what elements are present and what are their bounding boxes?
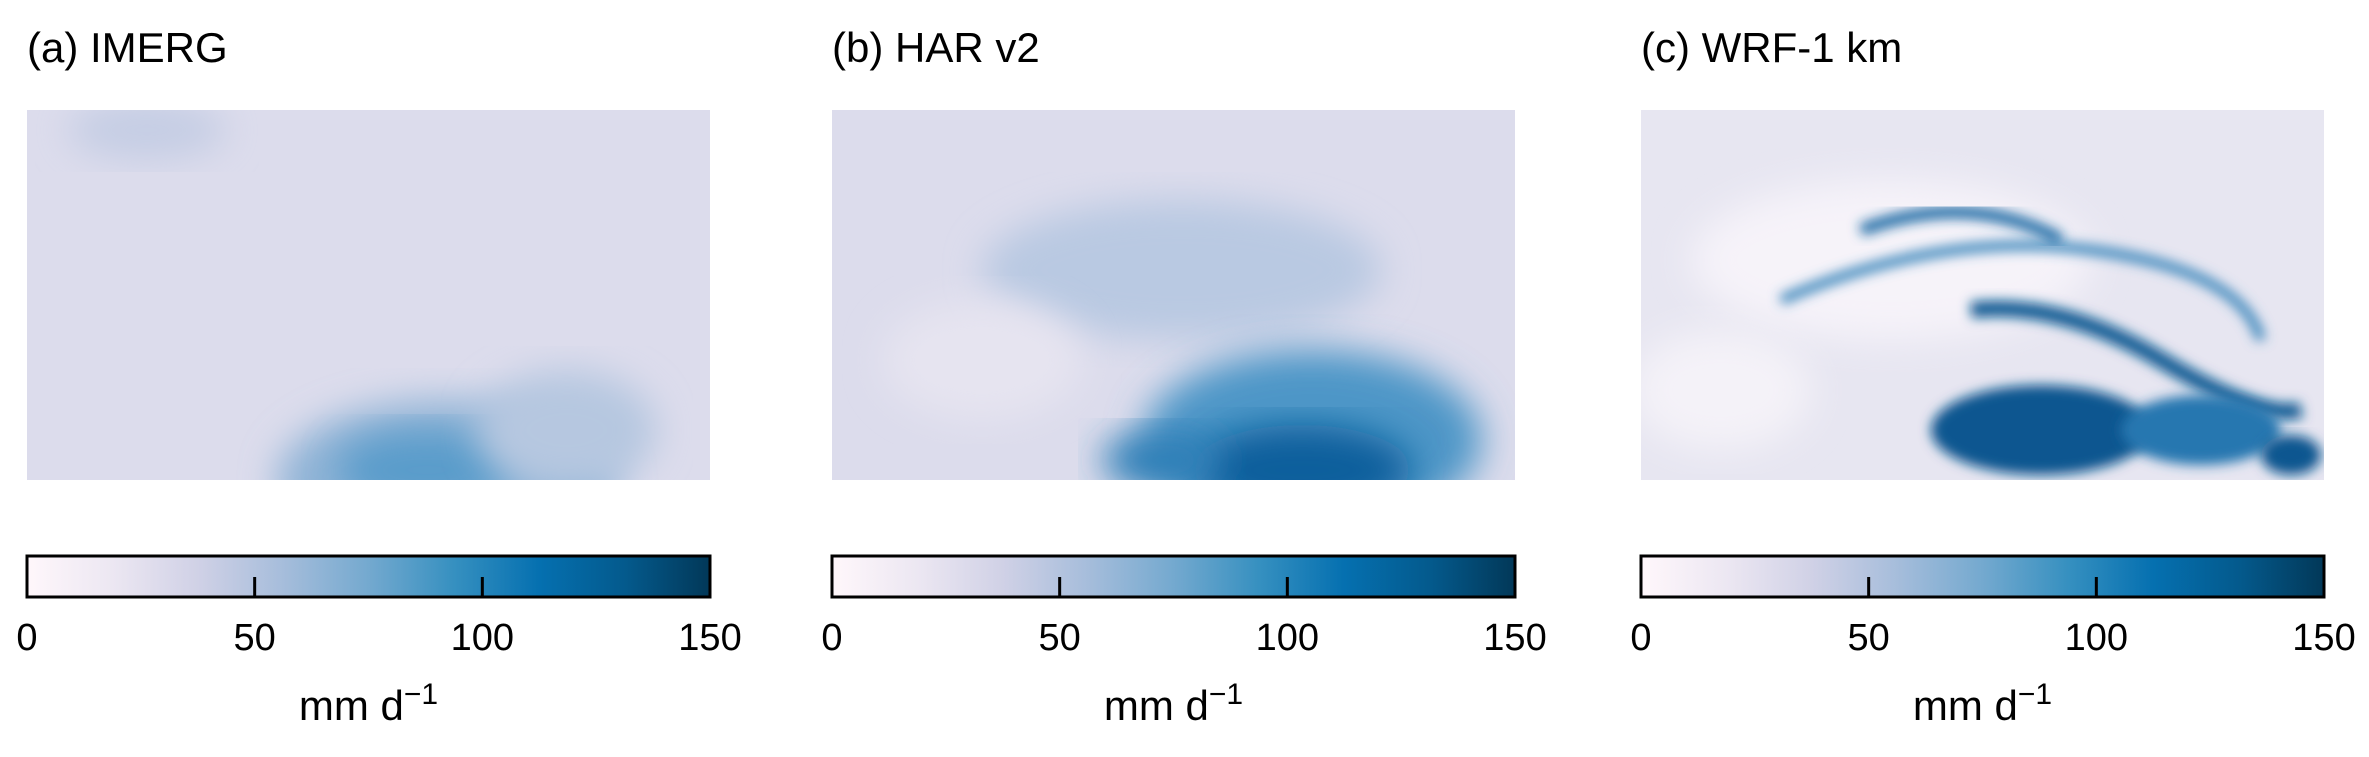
colorbar-label-exponent: −1 [1209, 678, 1243, 711]
colorbar-tick-label: 100 [2065, 617, 2128, 659]
colorbar-tick-label: 0 [16, 617, 37, 659]
colorbar-label-unit: mm d [299, 682, 404, 729]
colorbar-label-exponent: −1 [404, 678, 438, 711]
colorbar-tick-label: 150 [1483, 617, 1546, 659]
colorbar-label: mm d−1 [1104, 678, 1243, 729]
colorbar-tick-label: 150 [678, 617, 741, 659]
colorbar-label-unit: mm d [1913, 682, 2018, 729]
panel-title: (b) HAR v2 [832, 24, 1040, 71]
panel-title: (c) WRF-1 km [1641, 24, 1902, 71]
colorbar-tick-label: 50 [234, 617, 276, 659]
colorbar [830, 554, 1517, 599]
colorbar-label-exponent: −1 [2018, 678, 2052, 711]
colorbar-tick-label: 0 [1630, 617, 1651, 659]
colorbar-label: mm d−1 [299, 678, 438, 729]
colorbar-tick-label: 0 [821, 617, 842, 659]
colorbar [25, 554, 712, 599]
panel-title: (a) IMERG [27, 24, 228, 71]
map-a [27, 110, 710, 480]
colorbar-tick-label: 100 [451, 617, 514, 659]
map-b [832, 110, 1515, 480]
colorbar-tick-label: 50 [1848, 617, 1890, 659]
colorbar-label: mm d−1 [1913, 678, 2052, 729]
map-c [1641, 110, 2324, 480]
colorbar-tick-label: 50 [1039, 617, 1081, 659]
colorbar-label-unit: mm d [1104, 682, 1209, 729]
colorbar-tick-label: 100 [1256, 617, 1319, 659]
colorbar-tick-label: 150 [2292, 617, 2355, 659]
colorbar [1639, 554, 2326, 599]
